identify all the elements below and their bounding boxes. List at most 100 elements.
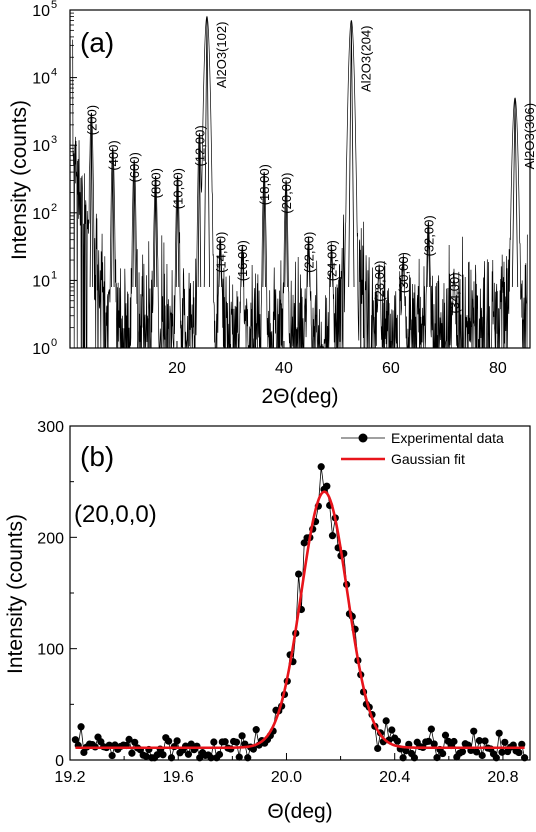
peak-line bbox=[89, 112, 94, 287]
x-tick-label: 20 bbox=[168, 360, 186, 377]
peak-label: (32,00) bbox=[421, 215, 436, 256]
data-point bbox=[458, 748, 467, 756]
data-point bbox=[427, 725, 435, 733]
panel-b-y-axis-title: Intensity (counts) bbox=[4, 514, 27, 674]
data-point bbox=[424, 737, 433, 745]
data-point bbox=[439, 749, 447, 758]
x-tick-label: 80 bbox=[489, 360, 507, 377]
data-point bbox=[388, 726, 396, 734]
peak-line bbox=[240, 248, 244, 287]
panel-b-annotation: (20,0,0) bbox=[74, 501, 157, 528]
data-point bbox=[374, 744, 382, 753]
peak-label: (10,00) bbox=[171, 168, 186, 209]
y-tick-exponent: 0 bbox=[51, 337, 57, 349]
peak-line bbox=[153, 176, 158, 287]
data-point bbox=[501, 738, 509, 746]
y-tick-exponent: 5 bbox=[51, 0, 57, 11]
panel-a-x-axis-title: 2Θ(deg) bbox=[261, 385, 338, 408]
peak-label: Al2O3(306) bbox=[522, 103, 536, 169]
peak-line bbox=[132, 160, 136, 287]
legend: Experimental data Gaussian fit bbox=[341, 430, 504, 467]
peak-label: Al2O3(204) bbox=[358, 26, 373, 92]
x-tick-label: 60 bbox=[382, 360, 400, 377]
y-tick-label: 10 bbox=[32, 71, 50, 88]
data-point bbox=[128, 749, 136, 757]
peak-label: (800) bbox=[149, 168, 164, 198]
peak-label: (20,00) bbox=[279, 173, 294, 214]
peak-line bbox=[452, 280, 456, 288]
x-tick-label: 40 bbox=[275, 360, 293, 377]
y-tick-label: 200 bbox=[37, 530, 64, 547]
peak-label: (30,00) bbox=[396, 252, 411, 293]
data-point bbox=[153, 751, 161, 759]
peak-line bbox=[175, 176, 180, 287]
data-point bbox=[71, 736, 80, 744]
y-tick-label: 10 bbox=[32, 206, 50, 223]
panel-a-label: (a) bbox=[80, 27, 114, 58]
y-tick-exponent: 4 bbox=[51, 67, 57, 79]
data-point bbox=[472, 748, 481, 756]
data-point bbox=[393, 737, 402, 745]
data-point bbox=[495, 729, 503, 737]
data-point bbox=[221, 738, 229, 746]
panel-b-x-ticks: 19.2 19.6 20.0 20.4 20.8 bbox=[54, 753, 519, 786]
y-tick-label: 10 bbox=[32, 3, 50, 20]
data-point bbox=[294, 570, 303, 578]
data-point bbox=[498, 748, 506, 756]
peak-line bbox=[111, 148, 115, 287]
peak-label: (12,00) bbox=[192, 125, 207, 166]
peak-label: (600) bbox=[127, 152, 142, 182]
panel-b-x-axis-title: Θ(deg) bbox=[267, 800, 332, 823]
data-point bbox=[142, 752, 150, 760]
peak-line bbox=[426, 223, 431, 287]
legend-gaussian-label: Gaussian fit bbox=[391, 451, 465, 467]
data-point bbox=[125, 735, 133, 743]
peak-line bbox=[401, 260, 405, 287]
panel-b: 19.2 19.6 20.0 20.4 20.8 0 100 200 300 (b) (20,… bbox=[4, 419, 531, 823]
legend-experimental-label: Experimental data bbox=[391, 430, 504, 446]
peak-labels: (200) (400) (600) (800) (10,00) (12,00) Al2O3(… bbox=[84, 16, 536, 314]
data-point bbox=[215, 750, 224, 759]
y-tick-label: 10 bbox=[32, 138, 50, 155]
data-point bbox=[108, 751, 116, 760]
y-tick-label: 300 bbox=[37, 419, 64, 436]
peak-label: (14,00) bbox=[213, 232, 228, 273]
peak-label: (200) bbox=[84, 105, 99, 135]
x-tick-label: 20.4 bbox=[379, 769, 410, 786]
data-point bbox=[441, 731, 450, 739]
data-point bbox=[238, 732, 246, 740]
data-point bbox=[210, 738, 218, 746]
peak-line bbox=[262, 172, 266, 287]
panel-a-x-ticks: 20 40 60 80 bbox=[122, 341, 507, 377]
data-point bbox=[252, 726, 260, 734]
peak-label: (22,00) bbox=[302, 232, 317, 273]
data-point bbox=[382, 717, 390, 725]
y-tick-label: 10 bbox=[32, 341, 50, 358]
peak-label: (24,00) bbox=[325, 240, 340, 281]
y-tick-exponent: 3 bbox=[51, 134, 57, 146]
data-point bbox=[515, 748, 523, 757]
data-point bbox=[481, 737, 489, 745]
data-point bbox=[430, 740, 438, 748]
peak-label: Al2O3(102) bbox=[214, 22, 229, 88]
data-point bbox=[165, 737, 173, 745]
data-point bbox=[184, 750, 193, 758]
x-tick-label: 19.2 bbox=[54, 769, 85, 786]
data-point bbox=[317, 463, 325, 471]
peak-line bbox=[377, 268, 381, 287]
peak-line bbox=[218, 239, 222, 287]
peak-line bbox=[511, 97, 519, 287]
data-point bbox=[475, 737, 483, 745]
panel-b-label: (b) bbox=[80, 441, 114, 472]
data-point bbox=[518, 740, 526, 748]
peak-label: (400) bbox=[106, 140, 121, 170]
peak-line bbox=[329, 248, 334, 287]
peak-line bbox=[203, 16, 211, 287]
data-point bbox=[470, 727, 478, 735]
data-point bbox=[328, 532, 337, 540]
y-tick-label: 10 bbox=[32, 273, 50, 290]
peak-line bbox=[306, 239, 311, 287]
